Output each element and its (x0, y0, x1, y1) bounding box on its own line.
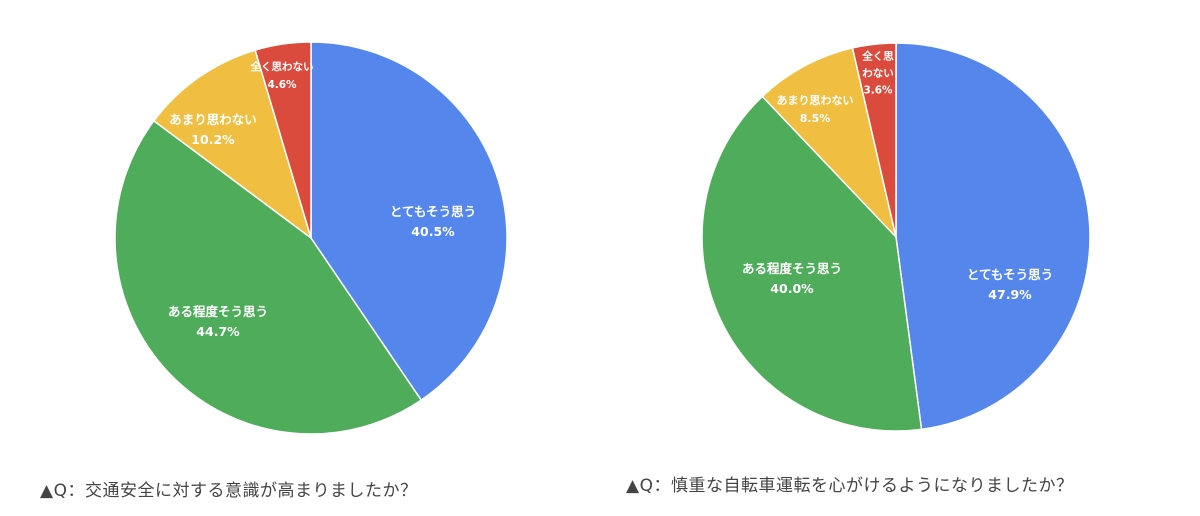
slice-name: ある程度そう思う (741, 261, 843, 276)
slice-value: 8.5% (799, 112, 831, 125)
pie2-label-notatall: 全く思わない 3.6% (860, 49, 896, 100)
pie1-label-notatall: 全く思わない 4.6% (251, 58, 314, 94)
pie1-slice-2 (152, 49, 313, 240)
pie2-slice-2 (761, 47, 898, 240)
pie2-slice-1 (701, 95, 923, 432)
slice-name: あまり思わない (169, 112, 257, 127)
slice-value: 3.6% (863, 84, 893, 97)
slice-name: 全く思わない (862, 50, 894, 80)
pie1-slice-1 (114, 119, 423, 435)
pie2-label-notmuch: あまり思わない 8.5% (777, 92, 854, 128)
pie2-slice-3 (851, 42, 897, 238)
slice-name: とてもそう思う (389, 204, 477, 219)
slice-value: 40.0% (770, 281, 814, 296)
slice-name: 全く思わない (250, 61, 314, 73)
pie1-label-somewhat: ある程度そう思う 44.7% (168, 302, 268, 342)
slice-value: 40.5% (411, 224, 455, 239)
slice-name: とてもそう思う (966, 267, 1054, 282)
slice-value: 4.6% (267, 79, 297, 91)
pie1-label-very: とてもそう思う 40.5% (390, 202, 476, 242)
slice-name: あまり思わない (776, 94, 854, 107)
slice-name: ある程度そう思う (167, 304, 269, 319)
pie1-label-notmuch: あまり思わない 10.2% (169, 110, 257, 150)
slice-value: 10.2% (191, 132, 235, 147)
pie1-slice-0 (310, 41, 508, 402)
pie1-slice-3 (254, 41, 312, 239)
pie2-slice-0 (895, 42, 1091, 431)
chart2-caption: ▲Q：慎重な自転車運転を心がけるようになりましたか？ (626, 476, 1074, 496)
pie2-label-somewhat: ある程度そう思う 40.0% (742, 259, 842, 299)
chart1-caption: ▲Q：交通安全に対する意識が高まりましたか？ (40, 481, 418, 501)
slice-value: 44.7% (196, 324, 240, 339)
pie2-label-very: とてもそう思う 47.9% (967, 265, 1053, 305)
slice-value: 47.9% (988, 287, 1032, 302)
